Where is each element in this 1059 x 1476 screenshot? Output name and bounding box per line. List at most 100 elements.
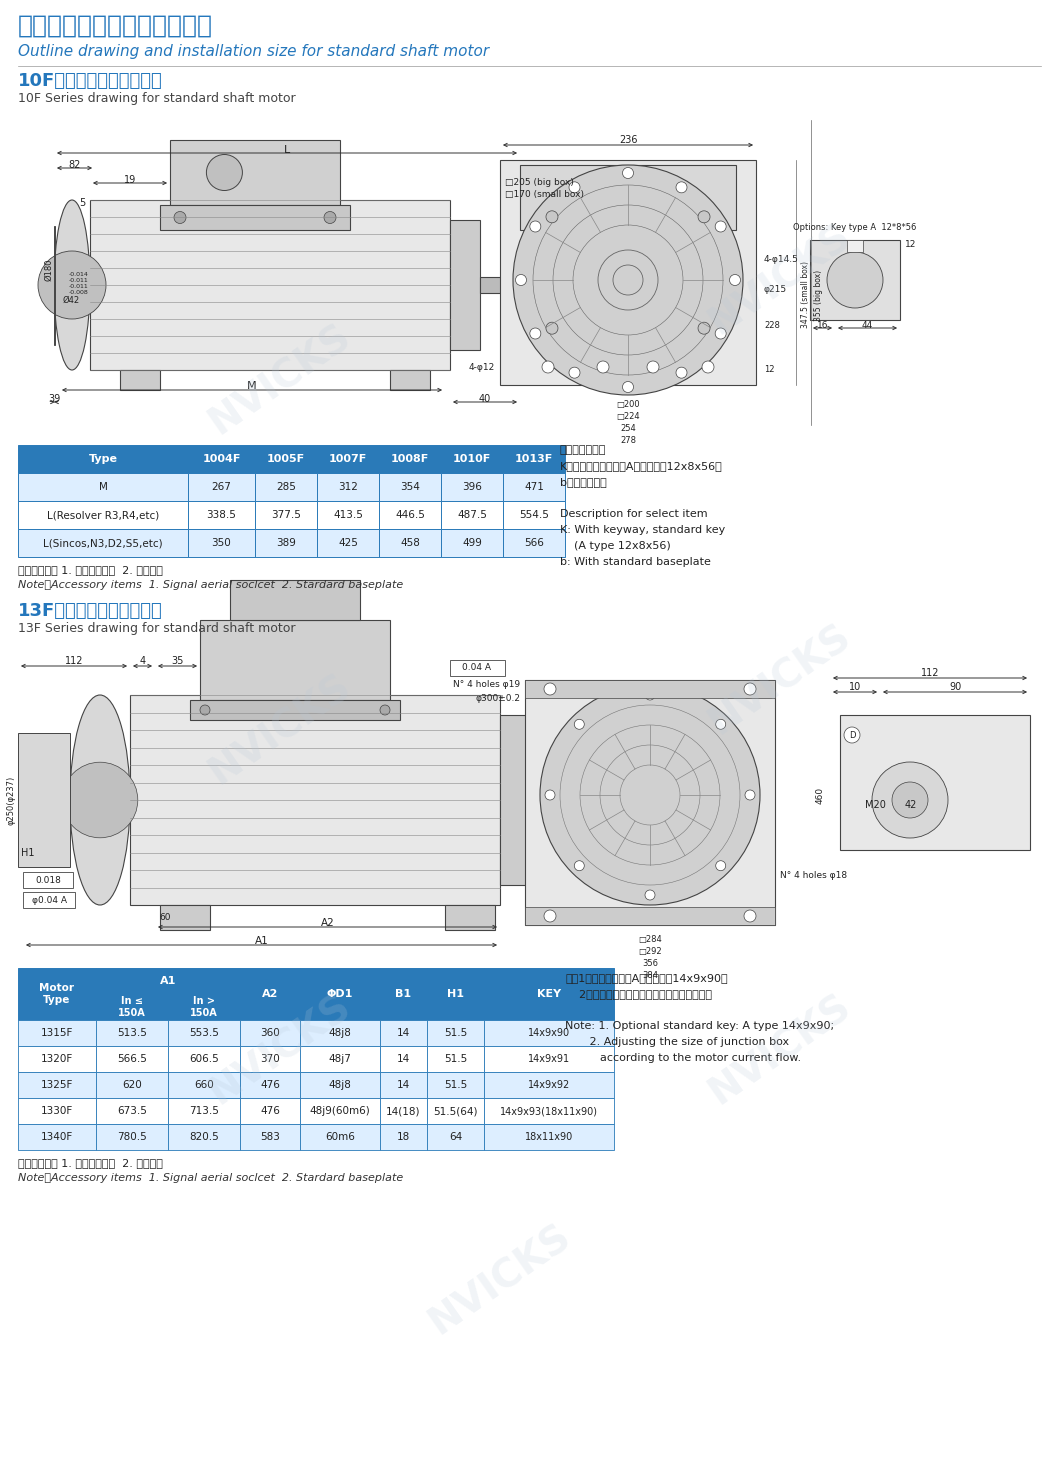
Circle shape bbox=[631, 187, 656, 213]
Text: □170 (small box): □170 (small box) bbox=[505, 190, 584, 199]
Text: 82: 82 bbox=[69, 159, 80, 170]
Bar bbox=[96, 1072, 168, 1098]
Bar bbox=[255, 472, 317, 500]
Circle shape bbox=[542, 362, 554, 373]
Circle shape bbox=[569, 182, 580, 193]
Circle shape bbox=[540, 685, 760, 905]
Text: 51.5: 51.5 bbox=[444, 1080, 467, 1089]
Bar bbox=[445, 905, 495, 930]
Text: 471: 471 bbox=[524, 483, 544, 492]
Text: 384: 384 bbox=[642, 971, 658, 980]
Circle shape bbox=[544, 683, 556, 695]
Text: Ø180: Ø180 bbox=[44, 258, 53, 282]
Bar bbox=[168, 1046, 240, 1072]
Ellipse shape bbox=[70, 695, 130, 905]
Text: 360: 360 bbox=[261, 1027, 280, 1038]
Text: 2. Adjusting the size of junction box: 2. Adjusting the size of junction box bbox=[566, 1038, 789, 1046]
Text: 1320F: 1320F bbox=[41, 1054, 73, 1064]
Bar bbox=[200, 620, 390, 700]
Text: □284: □284 bbox=[639, 934, 662, 945]
Circle shape bbox=[623, 167, 633, 179]
Bar bbox=[535, 788, 585, 812]
Circle shape bbox=[62, 762, 138, 838]
Bar bbox=[255, 500, 317, 528]
Text: 10F系列标准轴电机尺寸图: 10F系列标准轴电机尺寸图 bbox=[18, 72, 163, 90]
Text: 14(18): 14(18) bbox=[387, 1106, 420, 1116]
Text: 554.5: 554.5 bbox=[519, 511, 549, 520]
Text: 460: 460 bbox=[815, 787, 825, 803]
Bar bbox=[23, 892, 75, 908]
Bar bbox=[300, 968, 380, 1020]
Bar bbox=[189, 500, 255, 528]
Text: 338.5: 338.5 bbox=[207, 511, 236, 520]
Circle shape bbox=[645, 890, 656, 900]
Circle shape bbox=[546, 322, 558, 334]
Text: KEY: KEY bbox=[537, 989, 561, 999]
Circle shape bbox=[715, 221, 726, 232]
Text: H1: H1 bbox=[447, 989, 464, 999]
Text: NVICKS: NVICKS bbox=[421, 1218, 578, 1343]
Bar bbox=[240, 1125, 300, 1150]
Bar bbox=[18, 1020, 96, 1046]
Circle shape bbox=[597, 362, 609, 373]
Bar bbox=[189, 528, 255, 556]
Text: NVICKS: NVICKS bbox=[702, 987, 858, 1113]
Bar bbox=[300, 1072, 380, 1098]
Text: 14: 14 bbox=[397, 1080, 410, 1089]
Text: 0.04 A: 0.04 A bbox=[463, 664, 491, 673]
Bar bbox=[18, 500, 189, 528]
Text: 51.5(64): 51.5(64) bbox=[433, 1106, 478, 1116]
Bar bbox=[441, 472, 503, 500]
Text: Outline drawing and installation size for standard shaft motor: Outline drawing and installation size fo… bbox=[18, 44, 489, 59]
Text: 673.5: 673.5 bbox=[118, 1106, 147, 1116]
Circle shape bbox=[698, 322, 710, 334]
Bar bbox=[18, 732, 70, 868]
Text: φ300±0.2: φ300±0.2 bbox=[475, 694, 520, 703]
Text: □292: □292 bbox=[639, 948, 662, 956]
Text: In ≤
150A: In ≤ 150A bbox=[119, 996, 146, 1018]
Bar bbox=[427, 1046, 484, 1072]
Bar bbox=[170, 140, 340, 205]
Bar bbox=[379, 472, 441, 500]
Bar bbox=[96, 1046, 168, 1072]
Circle shape bbox=[174, 211, 186, 223]
Circle shape bbox=[516, 275, 526, 285]
Bar bbox=[379, 444, 441, 472]
Text: 0.018: 0.018 bbox=[35, 875, 61, 884]
Text: 606.5: 606.5 bbox=[190, 1054, 219, 1064]
Text: 228: 228 bbox=[764, 320, 779, 329]
Bar bbox=[379, 528, 441, 556]
Circle shape bbox=[513, 165, 743, 396]
Text: 42: 42 bbox=[905, 800, 917, 810]
Bar bbox=[230, 580, 360, 620]
Text: 注：配件选项 1. 信号航空插座  2. 标准底板: 注：配件选项 1. 信号航空插座 2. 标准底板 bbox=[18, 565, 163, 576]
Bar bbox=[23, 872, 73, 889]
Text: 458: 458 bbox=[400, 537, 420, 548]
Text: 注：1：可选标准建：A型圆头平建14x9x90；: 注：1：可选标准建：A型圆头平建14x9x90； bbox=[566, 973, 728, 983]
Text: 1325F: 1325F bbox=[41, 1080, 73, 1089]
Circle shape bbox=[574, 861, 585, 871]
Bar bbox=[484, 968, 614, 1020]
Text: 285: 285 bbox=[276, 483, 295, 492]
Text: Note：Accessory items  1. Signal aerial soclcet  2. Stardard baseplate: Note：Accessory items 1. Signal aerial so… bbox=[18, 580, 403, 590]
Bar bbox=[427, 1072, 484, 1098]
Bar bbox=[317, 500, 379, 528]
Text: 370: 370 bbox=[261, 1054, 280, 1064]
Bar bbox=[525, 680, 775, 698]
Text: 44: 44 bbox=[862, 320, 873, 329]
Circle shape bbox=[380, 706, 390, 714]
Text: A1: A1 bbox=[254, 936, 268, 946]
Text: 356: 356 bbox=[642, 959, 658, 968]
Bar bbox=[240, 1046, 300, 1072]
Text: Options: Key type A  12*8*56: Options: Key type A 12*8*56 bbox=[793, 223, 917, 232]
Text: NVICKS: NVICKS bbox=[202, 317, 358, 443]
Text: 14x9x92: 14x9x92 bbox=[527, 1080, 570, 1089]
Text: 13F系列标准轴电机尺寸图: 13F系列标准轴电机尺寸图 bbox=[18, 602, 163, 620]
Bar bbox=[300, 1098, 380, 1125]
Text: 780.5: 780.5 bbox=[118, 1132, 147, 1142]
Text: 35: 35 bbox=[172, 655, 183, 666]
Text: 499: 499 bbox=[462, 537, 482, 548]
Text: 820.5: 820.5 bbox=[190, 1132, 219, 1142]
Text: according to the motor current flow.: according to the motor current flow. bbox=[566, 1052, 801, 1063]
Text: 487.5: 487.5 bbox=[457, 511, 487, 520]
